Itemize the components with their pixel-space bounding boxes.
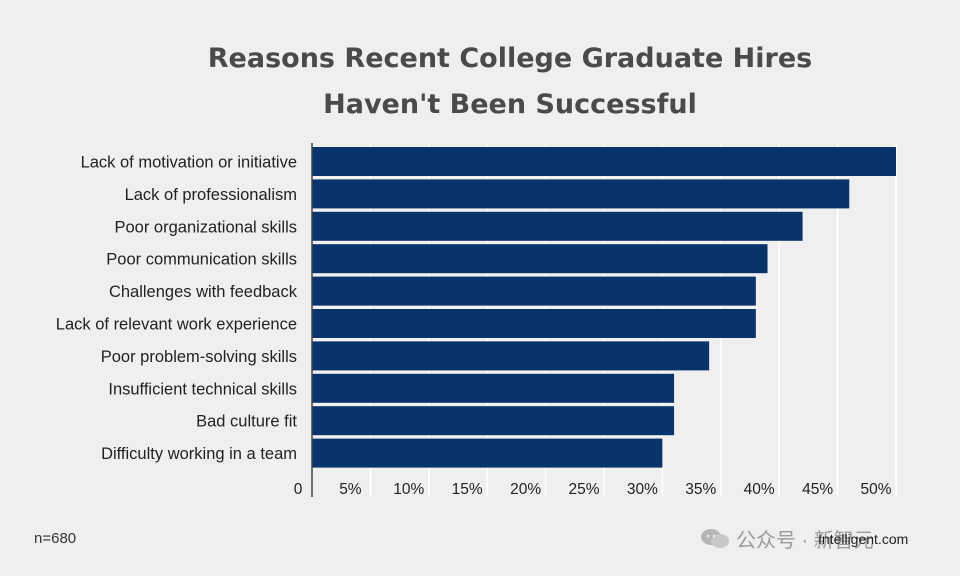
category-label: Lack of relevant work experience (56, 316, 297, 334)
bar (312, 438, 663, 468)
x-tick-label: 45% (802, 481, 833, 498)
x-tick-label: 30% (627, 481, 658, 498)
x-tick-labels: 0 5% 10% 15% 20% 25% 30% 35% 40% 45% 50% (294, 481, 892, 498)
watermark: 公众号 · 新智元 (700, 524, 874, 553)
source-credit: Intelligent.com (818, 531, 909, 547)
category-label: Lack of professionalism (125, 186, 297, 204)
wechat-icon (701, 528, 729, 548)
x-tick-label: 40% (744, 481, 775, 498)
bar (312, 406, 675, 436)
x-tick-label: 0 (294, 481, 303, 498)
category-label: Poor organizational skills (114, 218, 297, 236)
category-label: Poor problem-solving skills (101, 348, 297, 366)
chart-title: Reasons Recent College Graduate Hires Ha… (0, 36, 960, 128)
category-label: Challenges with feedback (109, 283, 298, 301)
bar (312, 244, 768, 274)
category-label: Lack of motivation or initiative (81, 154, 297, 172)
bar (312, 373, 675, 403)
chart-title-line-2: Haven't Been Successful (323, 89, 697, 120)
x-tick-label: 25% (568, 481, 599, 498)
x-tick-label: 15% (452, 481, 483, 498)
x-tick-label: 5% (339, 481, 362, 498)
category-label: Bad culture fit (196, 413, 297, 431)
bar (312, 179, 850, 209)
x-tick-label: 35% (685, 481, 716, 498)
category-label: Poor communication skills (106, 251, 297, 269)
x-tick-label: 10% (393, 481, 424, 498)
bar (312, 276, 756, 306)
bar (312, 309, 756, 338)
bar (312, 147, 896, 176)
bar (312, 211, 803, 241)
watermark-text: 公众号 · 新智元 (736, 530, 874, 552)
bars (312, 147, 896, 468)
category-label: Difficulty working in a team (101, 445, 297, 463)
x-tick-label: 20% (510, 481, 541, 498)
x-tick-label: 50% (860, 481, 891, 498)
category-label: Insufficient technical skills (108, 380, 297, 398)
category-labels: Lack of motivation or initiative Lack of … (56, 154, 298, 464)
bar (312, 341, 710, 371)
chart-title-line-1: Reasons Recent College Graduate Hires (207, 43, 813, 74)
sample-size-note: n=680 (34, 530, 77, 547)
